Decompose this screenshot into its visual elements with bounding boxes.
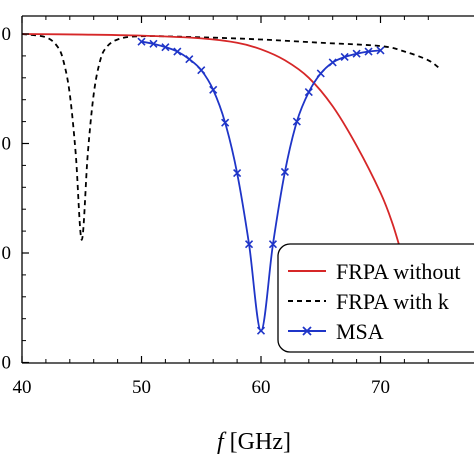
legend-label-frpa-with: FRPA with k bbox=[336, 289, 449, 314]
data-point-msa bbox=[209, 85, 218, 94]
data-point-msa bbox=[316, 69, 325, 78]
data-point-msa bbox=[161, 43, 170, 52]
y-tick-label: 0 bbox=[2, 243, 12, 264]
legend-label-msa: MSA bbox=[336, 319, 384, 344]
legend: FRPA without FRPA with k MSA bbox=[277, 243, 474, 353]
legend-label-frpa-without: FRPA without bbox=[336, 259, 461, 284]
data-point-msa bbox=[137, 37, 146, 46]
data-point-msa bbox=[221, 118, 230, 127]
data-point-msa bbox=[256, 326, 266, 335]
data-point-msa bbox=[233, 168, 242, 178]
data-point-msa bbox=[364, 47, 373, 56]
data-point-msa bbox=[185, 55, 194, 64]
y-tick-label: 0 bbox=[2, 24, 12, 45]
x-tick-label: 50 bbox=[132, 377, 151, 398]
legend-box bbox=[277, 243, 474, 353]
y-tick-label: 0 bbox=[2, 134, 12, 155]
data-point-msa bbox=[197, 66, 206, 75]
legend-marker-msa bbox=[302, 326, 312, 336]
y-tick-label: 0 bbox=[2, 353, 12, 374]
data-point-msa bbox=[352, 49, 361, 58]
data-point-msa bbox=[280, 167, 289, 177]
data-point-msa bbox=[376, 46, 385, 55]
data-point-msa bbox=[244, 240, 254, 249]
x-tick-label: 40 bbox=[13, 377, 32, 398]
data-point-msa bbox=[304, 87, 313, 97]
series-line-frpa-with-k bbox=[22, 33, 441, 241]
data-point-msa bbox=[268, 240, 278, 249]
x-tick-label: 70 bbox=[371, 377, 390, 398]
data-point-msa bbox=[340, 52, 349, 62]
data-point-msa bbox=[173, 47, 182, 56]
x-tick-label: 60 bbox=[252, 377, 271, 398]
x-axis-title: f [GHz] bbox=[217, 429, 291, 455]
data-point-msa bbox=[149, 39, 158, 48]
data-point-msa bbox=[292, 117, 301, 126]
data-point-msa bbox=[328, 58, 337, 67]
axes-layer: 40 50 60 70 0 0 0 0 bbox=[2, 15, 474, 398]
